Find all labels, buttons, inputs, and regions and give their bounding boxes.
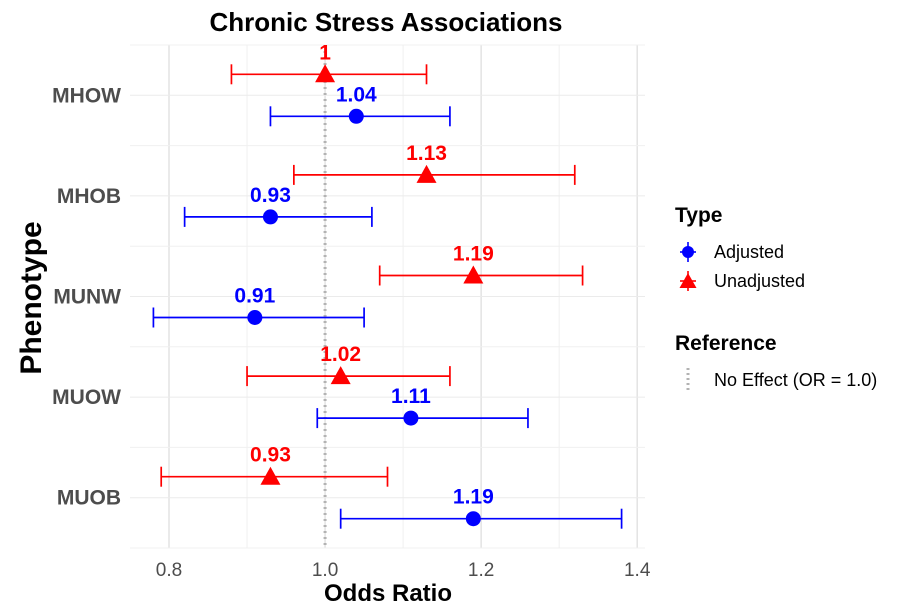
category-label: MUOW [52, 386, 121, 409]
legend-item-unadjusted: Unadjusted [679, 271, 805, 291]
data-label: 0.93 [250, 444, 291, 467]
series-unadjusted [160, 64, 584, 487]
category-label: MUNW [53, 286, 121, 309]
point-marker [348, 108, 364, 124]
legend-label-unadjusted: Unadjusted [714, 271, 805, 291]
point-marker [465, 511, 481, 527]
point-marker [330, 366, 351, 385]
point-marker [315, 64, 336, 83]
data-label: 1.04 [336, 83, 377, 106]
data-label: 1.19 [453, 486, 494, 509]
legend-label-reference: No Effect (OR = 1.0) [714, 370, 877, 390]
x-tick-label: 1.4 [624, 560, 651, 581]
legend-unadjusted-triangle-icon [679, 273, 697, 288]
series-adjusted [152, 106, 623, 529]
data-label: 1.19 [453, 243, 494, 266]
point-marker [260, 466, 281, 485]
data-label: 1.13 [406, 142, 447, 165]
legend-item-adjusted: Adjusted [680, 242, 784, 262]
data-label-layer: 1.04 0.93 0.91 1.11 1.19 1 1.13 1.19 1.02 0.93 [234, 41, 493, 508]
grid [130, 44, 645, 549]
point-marker [262, 209, 278, 225]
data-label: 0.93 [250, 184, 291, 207]
y-axis-title: Phenotype [15, 221, 48, 374]
legend-title-reference: Reference [675, 332, 777, 355]
series-layer [152, 64, 623, 529]
legend-item-reference: No Effect (OR = 1.0) [686, 368, 877, 392]
data-label: 1.11 [391, 385, 431, 408]
chart-title: Chronic Stress Associations [209, 7, 562, 37]
legend-title-type: Type [675, 204, 722, 227]
category-label: MHOW [52, 84, 121, 107]
x-axis-title: Odds Ratio [324, 580, 452, 607]
legend-label-adjusted: Adjusted [714, 242, 784, 262]
category-label: MUOB [57, 487, 121, 510]
point-marker [463, 265, 484, 284]
x-tick-label: 0.8 [156, 560, 182, 581]
data-label: 1 [319, 41, 331, 64]
point-marker [403, 410, 419, 426]
legend-adjusted-circle-icon [682, 246, 694, 258]
x-tick-label: 1.0 [312, 560, 338, 581]
data-label: 1.02 [320, 343, 361, 366]
x-tick-label: 1.2 [468, 560, 494, 581]
category-label: MHOB [57, 185, 121, 208]
x-tick-labels: 0.8 1.0 1.2 1.4 [156, 560, 651, 581]
point-marker [416, 164, 437, 183]
legend: Type Adjusted Unadjusted Reference No Ef… [675, 204, 877, 392]
category-labels: MHOW MHOB MUNW MUOW MUOB [52, 84, 121, 509]
point-marker [247, 310, 263, 325]
data-label: 0.91 [234, 285, 275, 308]
